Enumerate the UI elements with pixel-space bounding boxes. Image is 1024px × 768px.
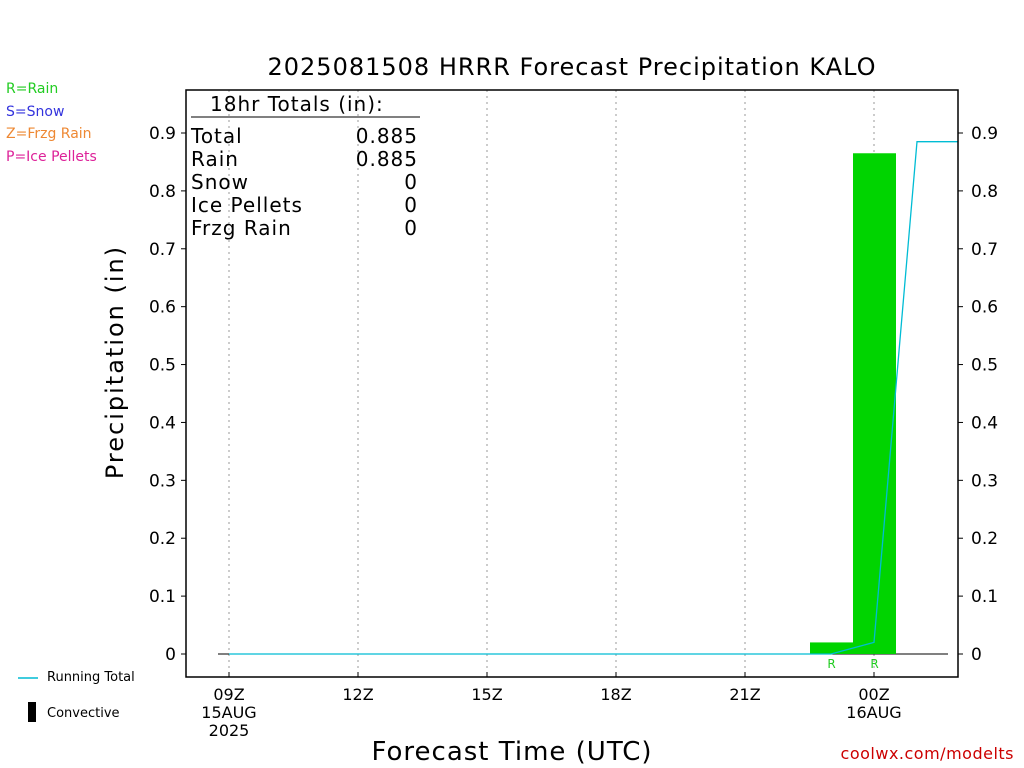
y-tick-label-right: 0.2 — [971, 529, 998, 549]
y-tick-label-left: 0.3 — [149, 471, 176, 491]
y-tick-label-left: 0.8 — [149, 182, 176, 202]
plot-area: R R0 00.1 0.10.2 0.20.3 0.30.4 0.40.5 0.50.6 0.6… — [149, 89, 998, 740]
y-tick-label-right: 0.4 — [971, 413, 998, 433]
running-total-line — [229, 141, 958, 655]
y-tick-label-left: 0.7 — [149, 240, 176, 260]
y-tick-label-left: 0.2 — [149, 529, 176, 549]
y-tick-label-left: 0.5 — [149, 356, 176, 376]
x-tick-label: 15AUG — [201, 703, 256, 722]
bar-type-label: R — [827, 657, 835, 671]
totals-box: 18hr Totals (in): Total 0.885 Rain 0.885… — [190, 92, 420, 240]
legend-ice-pellets: P=Ice Pellets — [6, 149, 97, 165]
source-link[interactable]: coolwx.com/modelts — [840, 744, 1014, 763]
bar-type-label: R — [870, 657, 878, 671]
plot-frame — [185, 89, 959, 678]
y-tick-label-left: 0.4 — [149, 413, 176, 433]
running-total-legend-label: Running Total — [47, 670, 135, 685]
x-tick-label: 21Z — [729, 685, 760, 704]
legend-rain: R=Rain — [6, 81, 59, 97]
y-tick-label-right: 0.1 — [971, 587, 998, 607]
convective-swatch — [28, 702, 36, 722]
y-tick-label-right: 0.3 — [971, 471, 998, 491]
totals-value-frzg-rain: 0 — [404, 216, 418, 240]
x-axis-label: Forecast Time (UTC) — [371, 737, 652, 767]
y-tick-label-right: 0.6 — [971, 298, 998, 318]
totals-label-total: Total — [190, 124, 243, 148]
totals-header: 18hr Totals (in): — [210, 92, 384, 116]
x-tick-label: 15Z — [471, 685, 502, 704]
totals-value-ice-pellets: 0 — [404, 193, 418, 217]
y-tick-label-right: 0.9 — [971, 124, 998, 144]
x-tick-label: 12Z — [342, 685, 373, 704]
x-tick-label: 16AUG — [846, 703, 901, 722]
y-tick-label-right: 0 — [971, 645, 982, 665]
convective-legend-label: Convective — [47, 706, 120, 721]
x-tick-label: 00Z — [858, 685, 889, 704]
chart-title: 2025081508 HRRR Forecast Precipitation K… — [268, 53, 877, 81]
y-tick-label-left: 0.1 — [149, 587, 176, 607]
totals-label-rain: Rain — [191, 147, 239, 171]
totals-value-snow: 0 — [404, 170, 418, 194]
x-tick-label: 09Z — [213, 685, 244, 704]
y-tick-label-right: 0.8 — [971, 182, 998, 202]
totals-value-total: 0.885 — [356, 124, 418, 148]
x-tick-label: 18Z — [600, 685, 631, 704]
x-tick-label: 2025 — [209, 721, 250, 740]
y-tick-label-right: 0.5 — [971, 356, 998, 376]
precip-bar — [853, 153, 896, 654]
totals-label-frzg-rain: Frzg Rain — [191, 216, 292, 240]
y-tick-label-right: 0.7 — [971, 240, 998, 260]
precip-bar — [810, 642, 853, 654]
y-tick-label-left: 0 — [165, 645, 176, 665]
y-axis-label: Precipitation (in) — [101, 245, 129, 479]
totals-label-snow: Snow — [191, 170, 249, 194]
y-tick-label-left: 0.6 — [149, 298, 176, 318]
legend-frzg-rain: Z=Frzg Rain — [6, 126, 92, 142]
footer-legend-graphics — [18, 677, 38, 722]
legend-snow: S=Snow — [6, 104, 65, 120]
totals-label-ice-pellets: Ice Pellets — [191, 193, 303, 217]
totals-value-rain: 0.885 — [356, 147, 418, 171]
y-tick-label-left: 0.9 — [149, 124, 176, 144]
